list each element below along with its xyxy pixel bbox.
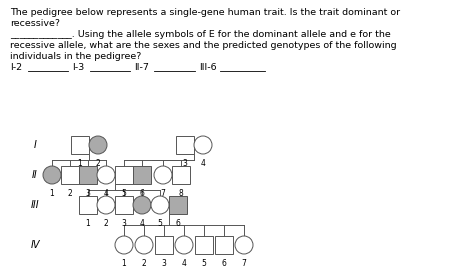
Ellipse shape (43, 166, 61, 184)
Text: 3: 3 (182, 159, 187, 168)
Text: The pedigree below represents a single-gene human trait. Is the trait dominant o: The pedigree below represents a single-g… (10, 8, 400, 17)
Text: 8: 8 (179, 189, 183, 198)
Text: 3: 3 (121, 219, 127, 228)
Ellipse shape (115, 236, 133, 254)
Bar (79, 196, 97, 214)
Ellipse shape (97, 166, 115, 184)
Bar (115, 166, 133, 184)
Text: 2: 2 (96, 159, 100, 168)
Bar (195, 236, 213, 254)
Text: recessive?: recessive? (10, 19, 60, 28)
Text: 5: 5 (121, 189, 127, 198)
Bar (176, 136, 194, 154)
Bar (133, 166, 151, 184)
Text: III: III (31, 200, 39, 210)
Text: II-7: II-7 (134, 63, 149, 72)
Text: 4: 4 (139, 219, 145, 228)
Text: 1: 1 (86, 219, 91, 228)
Bar (61, 166, 79, 184)
Text: 1: 1 (50, 189, 55, 198)
Text: _____________. Using the allele symbols of E for the dominant allele and e for t: _____________. Using the allele symbols … (10, 30, 391, 39)
Bar (169, 196, 187, 214)
Text: IV: IV (30, 240, 40, 250)
Text: 6: 6 (221, 259, 227, 268)
Text: I-2: I-2 (10, 63, 22, 72)
Text: 3: 3 (162, 259, 166, 268)
Bar (172, 166, 190, 184)
Text: 4: 4 (103, 189, 109, 198)
Bar (71, 136, 89, 154)
Text: 4: 4 (182, 259, 186, 268)
Bar (155, 236, 173, 254)
Text: I-3: I-3 (72, 63, 84, 72)
Text: 6: 6 (175, 219, 181, 228)
Ellipse shape (235, 236, 253, 254)
Ellipse shape (194, 136, 212, 154)
Text: 5: 5 (157, 219, 163, 228)
Text: 5: 5 (201, 259, 207, 268)
Bar (215, 236, 233, 254)
Text: II: II (32, 170, 38, 180)
Text: 2: 2 (142, 259, 146, 268)
Text: 2: 2 (104, 219, 109, 228)
Ellipse shape (175, 236, 193, 254)
Ellipse shape (97, 196, 115, 214)
Text: 1: 1 (122, 259, 127, 268)
Bar (79, 166, 97, 184)
Text: 3: 3 (86, 189, 91, 198)
Ellipse shape (135, 236, 153, 254)
Text: 7: 7 (242, 259, 246, 268)
Text: individuals in the pedigree?: individuals in the pedigree? (10, 52, 141, 61)
Text: 4: 4 (201, 159, 205, 168)
Text: I: I (34, 140, 36, 150)
Ellipse shape (89, 136, 107, 154)
Bar (115, 196, 133, 214)
Text: III-6: III-6 (199, 63, 217, 72)
Ellipse shape (151, 196, 169, 214)
Text: recessive allele, what are the sexes and the predicted genotypes of the followin: recessive allele, what are the sexes and… (10, 41, 397, 50)
Text: 6: 6 (139, 189, 145, 198)
Text: 2: 2 (68, 189, 73, 198)
Text: 1: 1 (78, 159, 82, 168)
Ellipse shape (133, 196, 151, 214)
Ellipse shape (154, 166, 172, 184)
Text: 7: 7 (161, 189, 165, 198)
